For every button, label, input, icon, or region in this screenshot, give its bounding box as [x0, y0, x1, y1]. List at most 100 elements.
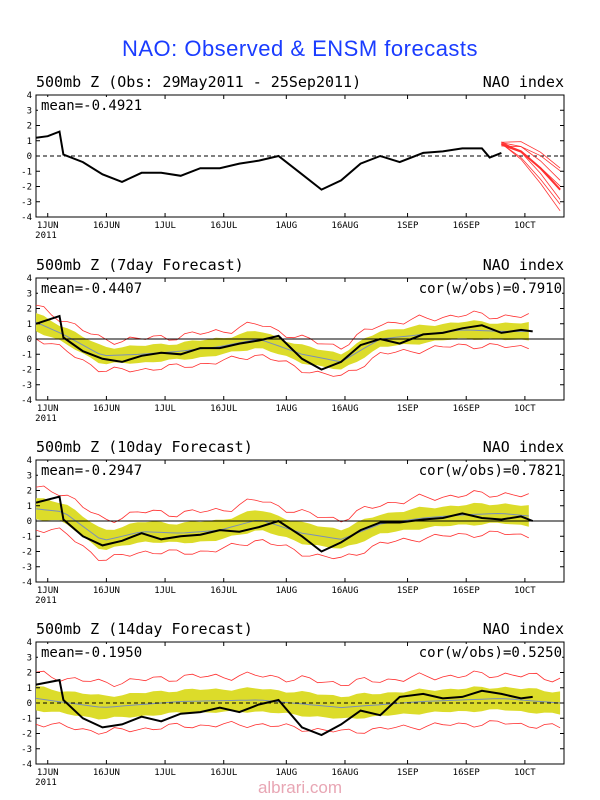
chart-panel-1: 500mb Z (Obs: 29May2011 - 25Sep2011) NAO … — [21, 73, 565, 241]
y-tick-label: 4 — [27, 91, 32, 101]
x-tick-label: 1JUL — [154, 221, 176, 231]
x-tick-label: 16AUG — [331, 768, 358, 778]
correlation-text: cor(w/obs)=0.5250 — [419, 645, 562, 661]
y-tick-label: -4 — [21, 396, 32, 406]
mean-text: mean=-0.2947 — [41, 463, 142, 479]
observed-nao-line — [36, 495, 534, 553]
y-tick-label: 1 — [27, 684, 32, 694]
plot-area — [36, 304, 564, 377]
x-tick-label: 1JUL — [154, 768, 176, 778]
y-tick-label: -2 — [21, 183, 32, 193]
y-tick-label: 2 — [27, 669, 32, 679]
x-tick-label: 16SEP — [453, 768, 481, 778]
panel-title: 500mb Z (14day Forecast) — [36, 620, 253, 638]
mean-box-bg — [38, 462, 162, 479]
forecast-member-line — [501, 143, 561, 212]
correlation-box: cor(w/obs)=0.7910 — [408, 280, 562, 297]
x-tick-label: 16JUN — [93, 404, 120, 414]
mean-box-bg — [38, 644, 162, 661]
y-tick-label: 2 — [27, 487, 32, 497]
forecast-member-line — [501, 145, 561, 172]
x-tick-label: 16JUN — [93, 586, 120, 596]
panel-right-label: NAO index — [483, 438, 564, 456]
mean-box: mean=-0.2947 — [38, 462, 162, 479]
y-tick-label: -2 — [21, 730, 32, 740]
y-tick-label: 0 — [27, 335, 32, 345]
y-tick-label: -4 — [21, 213, 32, 223]
mean-box: mean=-0.4921 — [38, 97, 162, 114]
x-tick-label: 1SEP — [397, 404, 419, 414]
correlation-box-bg — [408, 462, 562, 479]
x-tick-label: 16JUL — [210, 221, 237, 231]
x-year-label: 2011 — [35, 231, 57, 241]
y-tick-label: 3 — [27, 289, 32, 299]
y-tick-label: 0 — [27, 152, 32, 162]
ensemble-max-line — [36, 670, 561, 688]
x-tick-label: 1JUL — [154, 586, 176, 596]
y-tick-label: -1 — [21, 350, 32, 360]
forecast-mean-line — [501, 142, 561, 191]
x-tick-label: 16JUL — [210, 404, 237, 414]
x-tick-label: 16SEP — [453, 404, 481, 414]
y-tick-label: -4 — [21, 578, 32, 588]
ensemble-max-line — [36, 304, 529, 350]
x-tick-label: 16SEP — [453, 586, 481, 596]
observed-nao-line — [36, 678, 533, 737]
x-tick-label: 1AUG — [275, 586, 297, 596]
plot-area — [36, 130, 564, 212]
x-tick-label: 16JUL — [210, 586, 237, 596]
y-tick-label: 1 — [27, 137, 32, 147]
y-tick-label: 0 — [27, 517, 32, 527]
x-tick-label: 16AUG — [331, 586, 358, 596]
x-tick-label: 1OCT — [514, 404, 536, 414]
y-tick-label: -3 — [21, 563, 32, 573]
panel-right-label: NAO index — [483, 256, 564, 274]
x-tick-label: 1AUG — [275, 404, 297, 414]
ensemble-spread-band — [36, 313, 529, 370]
y-tick-label: -2 — [21, 548, 32, 558]
y-tick-label: -1 — [21, 532, 32, 542]
ensemble-mean-line — [36, 697, 561, 709]
y-tick-label: -3 — [21, 198, 32, 208]
correlation-box: cor(w/obs)=0.5250 — [408, 644, 562, 661]
x-tick-label: 1AUG — [275, 221, 297, 231]
observed-nao-line — [36, 314, 533, 371]
y-tick-label: 2 — [27, 122, 32, 132]
figure-title: NAO: Observed & ENSM forecasts — [121, 36, 479, 61]
correlation-text: cor(w/obs)=0.7910 — [419, 281, 562, 297]
ensemble-min-line — [36, 338, 529, 377]
y-tick-label: 3 — [27, 106, 32, 116]
y-tick-label: 3 — [27, 471, 32, 481]
plot-area — [36, 670, 564, 737]
x-tick-label: 16JUN — [93, 768, 120, 778]
mean-box: mean=-0.1950 — [38, 644, 162, 661]
ensemble-min-line — [36, 527, 529, 561]
mean-box-bg — [38, 97, 162, 114]
panel-title: 500mb Z (10day Forecast) — [36, 438, 253, 456]
x-tick-label: 1OCT — [514, 586, 536, 596]
x-tick-label: 1SEP — [397, 221, 419, 231]
panel-right-label: NAO index — [483, 620, 564, 638]
watermark-text: albrari.com — [257, 778, 343, 797]
x-tick-label: 16AUG — [331, 404, 358, 414]
forecast-member-line — [501, 141, 561, 169]
plot-area — [36, 485, 564, 561]
mean-text: mean=-0.4921 — [41, 98, 142, 114]
x-tick-label: 16AUG — [331, 221, 358, 231]
x-tick-label: 16JUN — [93, 221, 120, 231]
y-tick-label: 1 — [27, 320, 32, 330]
y-tick-label: -1 — [21, 714, 32, 724]
x-year-label: 2011 — [35, 596, 57, 606]
x-tick-label: 1JUN — [37, 586, 59, 596]
y-tick-label: 4 — [27, 274, 32, 284]
panel-title: 500mb Z (7day Forecast) — [36, 256, 244, 274]
x-tick-label: 1OCT — [514, 221, 536, 231]
y-tick-label: 2 — [27, 305, 32, 315]
chart-panel-2: 500mb Z (7day Forecast) NAO index 4 3 2 1 0 -1 -… — [21, 256, 565, 424]
mean-text: mean=-0.1950 — [41, 645, 142, 661]
y-tick-label: -3 — [21, 381, 32, 391]
y-tick-label: 1 — [27, 502, 32, 512]
mean-text: mean=-0.4407 — [41, 281, 142, 297]
y-tick-label: -4 — [21, 760, 32, 770]
